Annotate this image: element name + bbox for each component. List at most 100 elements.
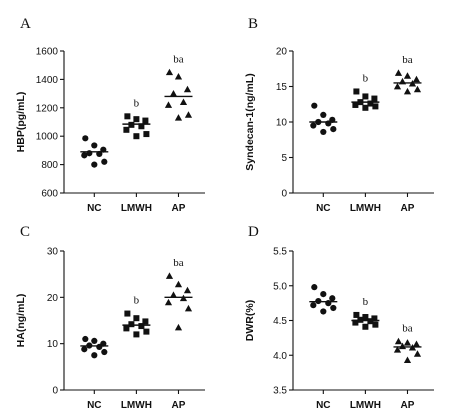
group-ap: ba xyxy=(393,322,422,363)
data-point xyxy=(403,72,412,79)
data-point xyxy=(174,280,183,288)
data-point xyxy=(143,131,150,138)
y-tick-label: 10 xyxy=(47,339,59,350)
group-lmwh: b xyxy=(122,295,151,338)
x-tick-label: LMWH xyxy=(350,400,381,411)
y-tick-label: 1600 xyxy=(36,47,59,58)
panel-letter: A xyxy=(20,16,31,32)
x-tick-label: NC xyxy=(87,203,101,214)
y-tick-label: 1400 xyxy=(36,75,59,86)
data-point xyxy=(123,126,130,133)
x-tick-label: AP xyxy=(172,203,186,214)
data-point xyxy=(403,87,412,95)
data-point xyxy=(179,98,188,105)
data-point xyxy=(412,75,421,83)
y-tick-label: 20 xyxy=(276,47,288,58)
data-point xyxy=(96,343,103,351)
data-point xyxy=(123,325,130,332)
data-point xyxy=(124,310,131,317)
x-tick-label: LMWH xyxy=(121,203,152,214)
data-point xyxy=(169,90,178,97)
data-point xyxy=(403,356,412,363)
y-tick-label: 800 xyxy=(41,160,58,171)
data-point xyxy=(352,319,359,326)
y-tick-label: 4.5 xyxy=(273,316,287,327)
x-tick-label: AP xyxy=(172,400,186,411)
y-tick-label: 0 xyxy=(52,386,58,397)
data-point xyxy=(352,101,359,108)
data-point xyxy=(91,337,98,344)
data-point xyxy=(183,286,192,294)
data-point xyxy=(329,295,336,302)
significance-label: ba xyxy=(402,322,413,334)
data-point xyxy=(353,88,360,95)
data-point xyxy=(320,128,327,136)
data-point xyxy=(353,311,360,318)
panel-letter: C xyxy=(20,224,30,240)
data-point xyxy=(82,335,89,343)
y-tick-label: 20 xyxy=(47,293,59,304)
data-point xyxy=(142,117,149,124)
data-point xyxy=(362,314,369,321)
group-lmwh: b xyxy=(351,72,380,111)
y-tick-label: 5 xyxy=(281,153,287,164)
data-point xyxy=(143,328,150,335)
group-ap: ba xyxy=(164,257,193,331)
data-point xyxy=(403,339,412,346)
data-point xyxy=(393,82,402,90)
data-point xyxy=(394,69,403,76)
data-point xyxy=(311,102,318,109)
data-point xyxy=(133,331,140,338)
data-point xyxy=(367,100,374,107)
x-tick-label: LMWH xyxy=(121,400,152,411)
data-point xyxy=(320,308,327,315)
data-point xyxy=(164,101,173,108)
significance-label: ba xyxy=(402,54,413,66)
data-point xyxy=(325,300,332,307)
y-tick-label: 1200 xyxy=(36,103,59,114)
data-point xyxy=(128,321,135,328)
data-point xyxy=(393,346,402,353)
data-point xyxy=(394,337,403,345)
data-point xyxy=(362,93,369,100)
data-point xyxy=(165,272,174,279)
x-tick-label: NC xyxy=(316,203,330,214)
y-tick-label: 4.0 xyxy=(273,351,287,362)
data-point xyxy=(320,111,327,118)
y-tick-label: 0 xyxy=(281,189,287,200)
data-point xyxy=(183,85,192,93)
data-point xyxy=(184,304,193,312)
data-point xyxy=(138,123,145,130)
group-nc xyxy=(309,284,338,315)
y-axis-title: HBP(pg/mL) xyxy=(15,92,27,153)
x-tick-label: AP xyxy=(401,203,415,214)
group-ap: ba xyxy=(164,53,193,121)
data-point xyxy=(165,68,174,76)
data-point xyxy=(174,323,183,331)
panel-d: D 3.5 4.0 4.5 5.0 5.5 DWR(%) NC LMWH AP b ba xyxy=(244,224,434,411)
y-tick-label: 600 xyxy=(41,189,58,200)
data-point xyxy=(362,104,369,111)
data-point xyxy=(372,103,379,110)
significance-label: b xyxy=(363,296,369,308)
data-point xyxy=(310,302,317,309)
data-point xyxy=(362,323,369,330)
group-ap: ba xyxy=(393,54,422,95)
x-tick-label: AP xyxy=(401,400,415,411)
data-point xyxy=(81,346,88,353)
y-tick-label: 30 xyxy=(47,247,59,258)
y-tick-label: 3.5 xyxy=(273,386,287,397)
data-point xyxy=(164,298,173,306)
significance-label: b xyxy=(134,97,140,109)
panel-c: C 0 10 20 30 HA(ng/mL) NC LMWH AP b ba xyxy=(15,224,205,411)
data-point xyxy=(142,318,149,325)
y-tick-label: 5.5 xyxy=(273,247,287,258)
data-point xyxy=(138,323,145,330)
data-point xyxy=(133,116,140,123)
data-point xyxy=(330,304,337,312)
data-point xyxy=(371,315,378,322)
x-tick-label: LMWH xyxy=(350,203,381,214)
data-point xyxy=(310,122,317,129)
group-nc xyxy=(80,135,109,168)
significance-label: b xyxy=(363,72,369,84)
